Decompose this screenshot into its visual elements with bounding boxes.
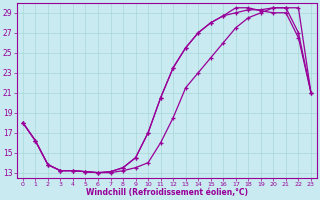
X-axis label: Windchill (Refroidissement éolien,°C): Windchill (Refroidissement éolien,°C) — [86, 188, 248, 197]
